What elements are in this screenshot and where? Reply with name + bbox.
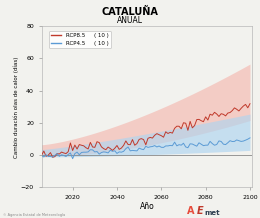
Legend: RCP8.5     ( 10 ), RCP4.5     ( 10 ): RCP8.5 ( 10 ), RCP4.5 ( 10 ) <box>49 31 111 48</box>
Text: E: E <box>196 206 203 216</box>
Text: ANUAL: ANUAL <box>117 16 143 25</box>
Text: © Agencia Estatal de Meteorología: © Agencia Estatal de Meteorología <box>3 213 65 217</box>
Text: A: A <box>187 206 195 216</box>
Y-axis label: Cambio duración olas de calor (días): Cambio duración olas de calor (días) <box>14 56 20 158</box>
X-axis label: Año: Año <box>140 201 154 211</box>
Text: met: met <box>204 210 220 216</box>
Text: CATALUÑA: CATALUÑA <box>102 7 158 17</box>
